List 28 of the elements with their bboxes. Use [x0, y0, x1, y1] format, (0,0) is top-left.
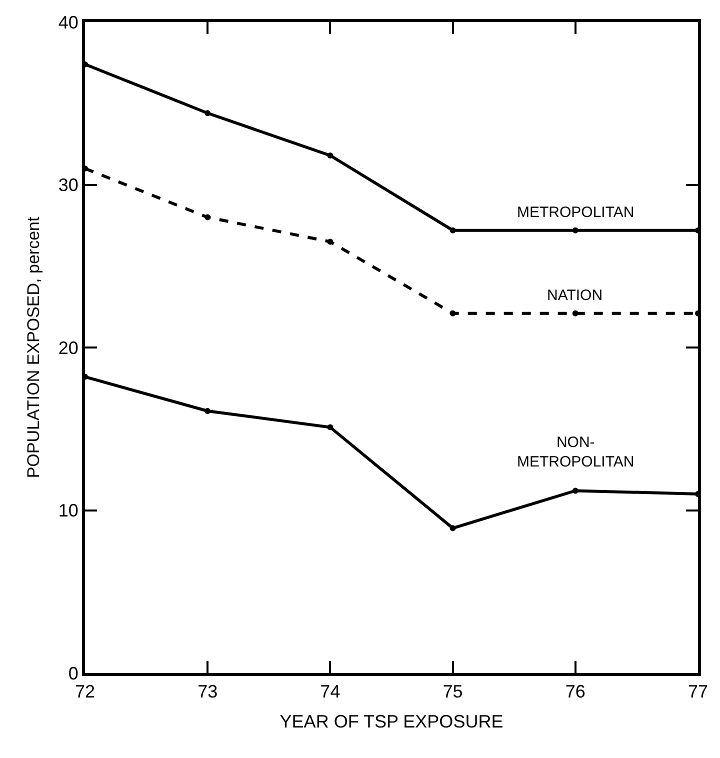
point	[572, 488, 578, 494]
point	[327, 152, 334, 158]
x-tick-label: 77	[688, 682, 708, 702]
y-tick-label: 20	[58, 338, 78, 358]
point	[572, 310, 578, 316]
y-tick-label: 30	[58, 175, 78, 196]
x-axis-title: YEAR OF TSP EXPOSURE	[280, 712, 504, 732]
y-tick-label: 40	[58, 12, 78, 32]
point	[204, 214, 211, 220]
point	[327, 238, 334, 245]
point	[204, 408, 211, 414]
point	[450, 525, 456, 532]
point	[204, 110, 211, 116]
x-tick-label: 72	[74, 682, 96, 702]
point	[572, 227, 578, 234]
y-axis-title: POPULATION EXPOSED, percent	[24, 216, 43, 478]
x-tick-label: 73	[198, 682, 218, 702]
x-tick-label: 74	[320, 682, 340, 702]
series-label: NON- METROPOLITAN	[517, 434, 634, 470]
y-tick-label: 0	[68, 663, 78, 684]
point	[450, 310, 456, 316]
x-tick-label: 75	[442, 682, 463, 702]
point	[327, 424, 334, 430]
y-tick-label: 10	[58, 500, 78, 521]
point	[450, 227, 456, 234]
series-label: METROPOLITAN	[517, 204, 634, 221]
x-tick-label: 76	[565, 682, 586, 702]
series-label: NATION	[547, 287, 603, 304]
